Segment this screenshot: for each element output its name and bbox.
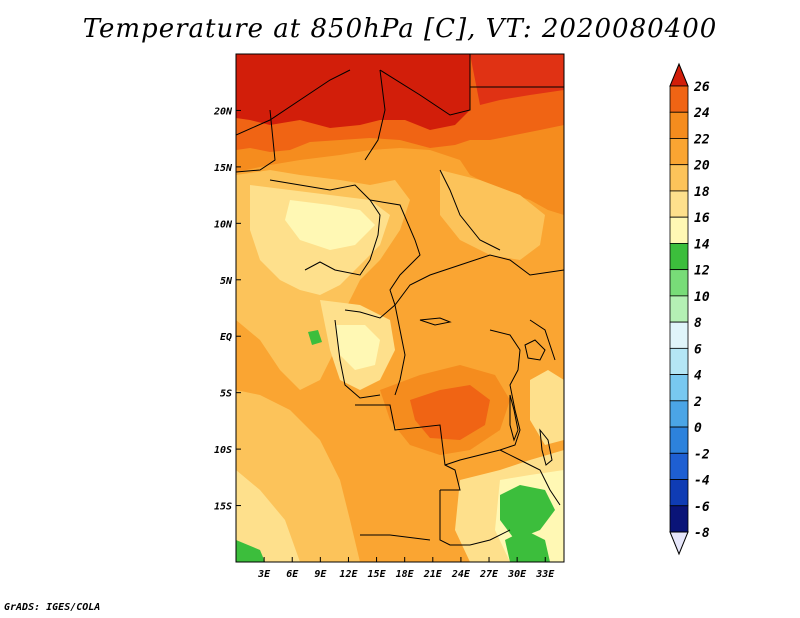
colorbar-label: 12 xyxy=(694,264,710,279)
grads-credit: GrADS: IGES/COLA xyxy=(4,602,101,613)
colorbar-top-triangle xyxy=(669,62,689,87)
colorbar-label: -6 xyxy=(694,500,710,515)
border-line xyxy=(369,199,564,307)
temperature-field xyxy=(236,54,564,562)
lat-tick-label: 15S xyxy=(214,502,232,513)
lat-tick-label: 15N xyxy=(214,163,233,174)
lat-tick-label: 5N xyxy=(220,276,233,287)
colorbar-label: 6 xyxy=(694,342,702,357)
colorbar-box xyxy=(669,321,689,349)
colorbar-box xyxy=(669,216,689,244)
lon-tick-label: 3E xyxy=(257,569,271,580)
longitude-axis: 3E 6E 9E 12E 15E 18E 21E 24E 27E 30E 33E xyxy=(257,557,555,580)
colorbar-label: 4 xyxy=(694,369,702,384)
country-borders xyxy=(236,54,564,546)
lon-tick-label: 12E xyxy=(339,569,358,580)
field-region-above-26-north xyxy=(236,54,470,130)
colorbar-label: -8 xyxy=(694,526,710,541)
border-line xyxy=(344,304,396,319)
colorbar-box xyxy=(669,190,689,218)
border-line xyxy=(355,404,461,491)
border-line xyxy=(334,319,381,399)
colorbar-box xyxy=(669,269,689,297)
lon-tick-label: 6E xyxy=(286,569,299,580)
lat-tick-label: EQ xyxy=(220,332,232,343)
field-region-16-18-eastafrica xyxy=(530,370,564,445)
lon-tick-label: 30E xyxy=(507,569,527,580)
border-line xyxy=(439,169,501,251)
colorbar-label: 2 xyxy=(693,395,702,410)
lake-outline xyxy=(509,394,519,442)
colorbar-box xyxy=(669,243,689,271)
field-region-14-16-cameroon xyxy=(285,200,375,250)
lake-outline xyxy=(539,428,553,466)
lon-tick-label: 27E xyxy=(479,569,499,580)
border-line xyxy=(379,54,471,116)
colorbar-box xyxy=(669,400,689,428)
colorbar-label: 16 xyxy=(694,211,710,226)
border-line xyxy=(236,109,276,173)
border-line xyxy=(269,179,381,276)
border-line xyxy=(360,534,431,541)
colorbar-box xyxy=(669,164,689,192)
field-region-12-14-gabon xyxy=(308,330,322,345)
border-line xyxy=(364,69,386,161)
colorbar-box xyxy=(669,505,689,533)
map-frame xyxy=(235,53,565,563)
border-line xyxy=(394,304,406,396)
colorbar-label: 18 xyxy=(694,185,710,200)
colorbar-label: 24 xyxy=(693,106,710,121)
colorbar-label: 20 xyxy=(693,159,710,174)
colorbar-bottom-triangle xyxy=(669,531,689,556)
colorbar-label: 26 xyxy=(693,80,710,95)
lon-tick-label: 18E xyxy=(396,569,415,580)
lake-outline xyxy=(419,317,452,326)
border-line xyxy=(499,449,561,506)
field-region-12-14-southeast xyxy=(500,485,555,540)
colorbar-box xyxy=(669,347,689,375)
lat-tick-label: 10S xyxy=(214,445,232,456)
colorbar-box xyxy=(669,111,689,139)
colorbar-label: -4 xyxy=(694,474,710,489)
field-region-above-26-northeast xyxy=(470,54,564,105)
colorbar-box xyxy=(669,85,689,113)
border-line xyxy=(529,319,556,361)
lon-tick-label: 33E xyxy=(535,569,555,580)
lon-tick-label: 24E xyxy=(451,569,471,580)
border-line xyxy=(444,329,521,466)
field-region-18-20-east xyxy=(440,170,545,260)
colorbar-box xyxy=(669,479,689,507)
colorbar-label: 22 xyxy=(693,132,710,147)
lon-tick-label: 9E xyxy=(314,569,327,580)
border-line xyxy=(439,490,511,546)
lon-tick-label: 15E xyxy=(368,569,387,580)
map-title: Temperature at 850hPa [C], VT: 202008040… xyxy=(82,14,718,44)
colorbar-box xyxy=(669,374,689,402)
field-region-14-16-congo xyxy=(335,325,380,370)
colorbar-label: 0 xyxy=(694,421,702,436)
lat-tick-label: 20N xyxy=(213,106,233,117)
colorbar-label: 14 xyxy=(694,237,710,252)
colorbar-box xyxy=(669,295,689,323)
colorbar-label: 8 xyxy=(694,316,702,331)
border-line xyxy=(236,69,351,136)
lake-outline xyxy=(524,339,546,361)
colorbar-box xyxy=(669,452,689,480)
field-region-12-14-southwest xyxy=(236,540,265,562)
colorbar-label: -2 xyxy=(694,447,710,462)
lat-tick-label: 10N xyxy=(214,219,233,230)
colorbar-box xyxy=(669,138,689,166)
latitude-axis: 20N 15N 10N 5N EQ 5S 10S 15S xyxy=(213,106,241,513)
colorbar-box xyxy=(669,426,689,454)
colorbar-label: 10 xyxy=(694,290,710,305)
field-region-12-14-southeast-2 xyxy=(505,530,550,562)
field-region-16-18-southwest xyxy=(236,470,300,562)
lat-tick-label: 5S xyxy=(220,389,232,400)
lon-tick-label: 21E xyxy=(423,569,443,580)
